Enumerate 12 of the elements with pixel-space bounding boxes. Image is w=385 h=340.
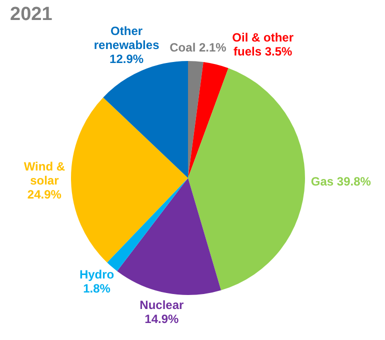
- slice-label: Hydro: [79, 267, 114, 282]
- data-label: 1.8%: [83, 281, 111, 296]
- slice-label: Gas 39.8%: [310, 174, 372, 189]
- slice-label: Other renewables: [94, 24, 160, 52]
- slice-label: Oil & other fuels 3.5%: [232, 30, 294, 58]
- data-label: 14.9%: [144, 312, 180, 326]
- data-label: 12.9%: [110, 52, 144, 66]
- slice-label: Coal 2.1%: [170, 40, 227, 55]
- data-label: 24.9%: [27, 188, 62, 202]
- chart-title: 2021: [10, 4, 52, 26]
- slice-label: Wind & solar: [24, 160, 66, 188]
- slice-label: Nuclear: [140, 298, 184, 312]
